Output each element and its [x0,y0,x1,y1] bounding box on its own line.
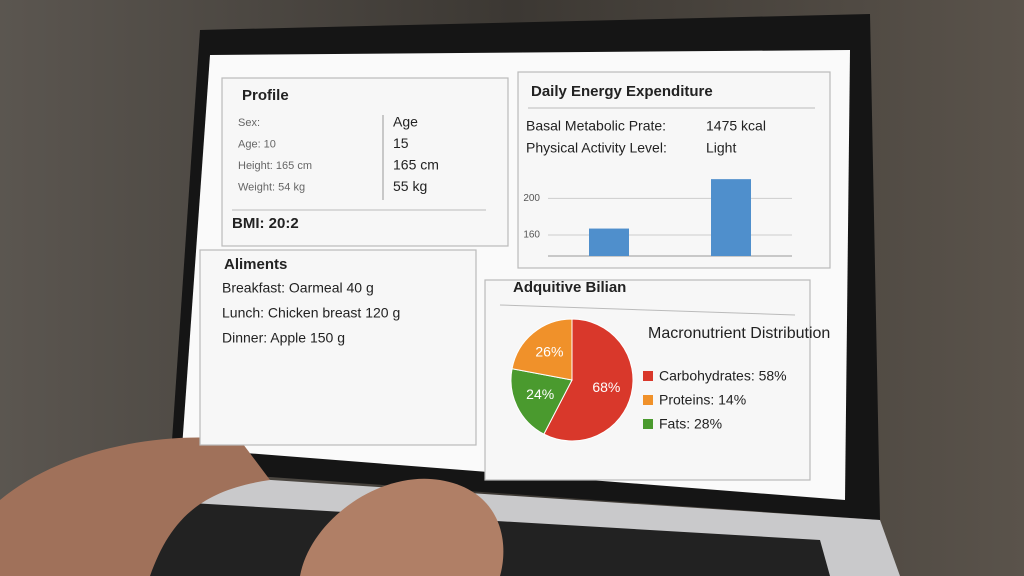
y-tick-label: 200 [523,193,540,204]
bar [589,228,629,256]
pie-slice [543,318,634,442]
legend-label: Proteins: 14% [659,392,746,408]
right-hand [300,478,504,576]
left-hand [0,437,270,576]
bmi: BMI: 20:2 [232,215,299,232]
meal: Dinner: Apple 150 g [222,330,345,346]
metric-value: 1475 kcal [706,118,766,134]
panel-title: Aliments [224,256,287,273]
metric-value: Light [706,140,736,156]
y-tick-label: 160 [523,230,540,241]
slice-label: 26% [535,343,563,359]
energy-panel [517,71,831,269]
slice-label: 24% [526,386,554,402]
legend-label: Fats: 28% [659,416,722,432]
dashboard: Profile BMI: 20:2 Aliments Daily Energy … [199,71,831,481]
panel-title: Adquitive Bilian [513,279,626,296]
pie-slice [510,368,573,435]
metric-label: Basal Metabolic Prate: [526,118,666,134]
profile-value: 15 [393,135,409,151]
profile-panel [221,77,509,247]
profile-label: Weight: 54 kg [238,181,305,193]
meal: Lunch: Chicken breast 120 g [222,305,400,321]
legend-swatch [643,395,653,405]
panel-title: Daily Energy Expenditure [531,83,713,100]
legend-swatch [643,419,653,429]
legend-label: Carbohydrates: 58% [659,368,787,384]
meal: Breakfast: Oarmeal 40 g [222,280,374,296]
aliments-panel [199,249,477,446]
metric-label: Physical Activity Level: [526,140,667,156]
profile-value: 55 kg [393,178,427,194]
chart-title: Macronutrient Distribution [648,325,830,342]
slice-label: 68% [592,379,620,395]
bar [711,179,751,256]
profile-value: 165 cm [393,157,439,173]
profile-label: Sex: [238,117,260,129]
profile-value: Age [393,114,418,130]
profile-label: Age: 10 [238,138,276,150]
profile-label: Height: 165 cm [238,160,312,172]
legend-swatch [643,371,653,381]
pie-slice [511,318,573,381]
panel-title: Profile [242,87,289,104]
divider [499,304,796,316]
